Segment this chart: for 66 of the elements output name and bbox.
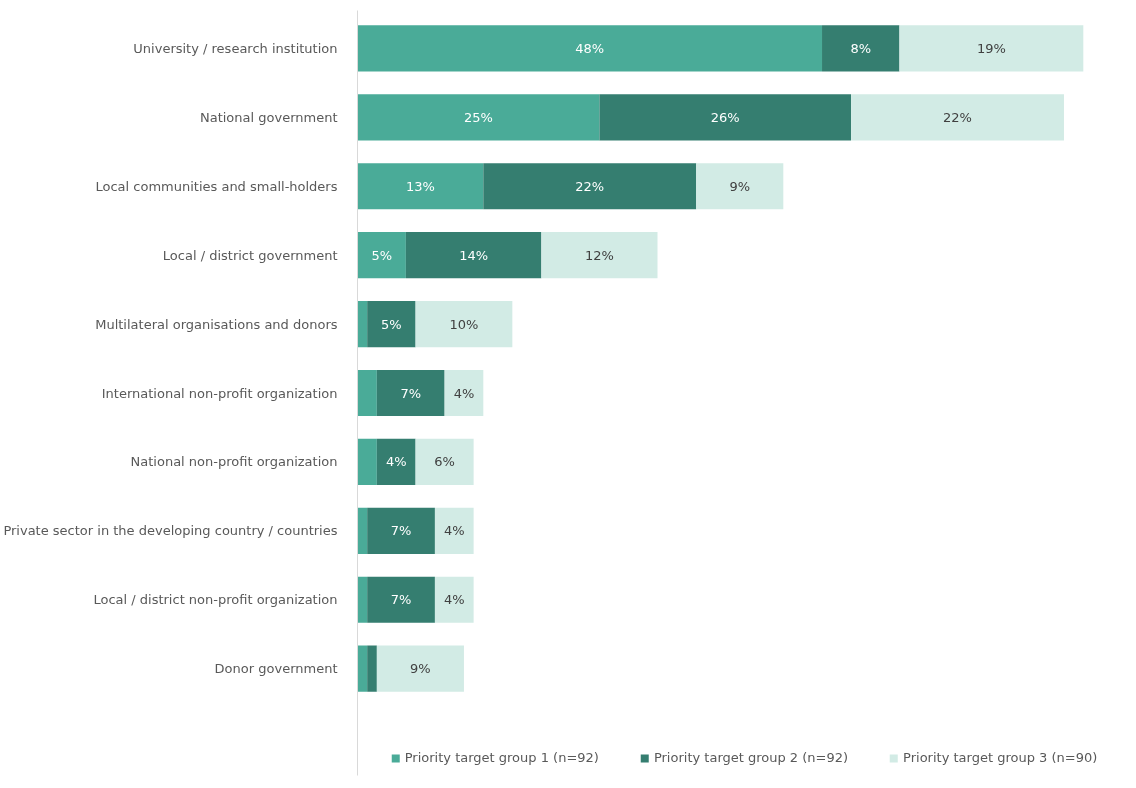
- data-label: 22%: [943, 109, 972, 125]
- data-label: 10%: [449, 316, 479, 332]
- bar: [367, 645, 377, 692]
- data-label: 4%: [443, 523, 465, 539]
- bar: [434, 576, 474, 623]
- bar: [357, 645, 368, 692]
- data-label: 7%: [390, 592, 412, 608]
- data-label: 13%: [405, 178, 435, 194]
- data-label: 22%: [575, 178, 605, 194]
- bar: [367, 507, 435, 554]
- data-label: 4%: [453, 385, 475, 401]
- bar: [357, 576, 368, 623]
- y-tick-label: Local communities and small-holders: [95, 178, 338, 194]
- bar: [434, 507, 474, 554]
- bar: [376, 369, 445, 417]
- legend-label: Priority target group 3 (n=90): [903, 750, 1098, 765]
- y-tick-label: Multilateral organisations and donors: [95, 316, 338, 332]
- bar: [357, 163, 484, 210]
- data-label: 7%: [390, 523, 412, 539]
- bar: [444, 369, 484, 417]
- y-tick-label: Donor government: [214, 661, 338, 677]
- y-tick-label: National non-profit organization: [130, 454, 338, 470]
- data-label: 8%: [850, 40, 872, 56]
- bar: [357, 25, 823, 72]
- y-tick-label: Private sector in the developing country / countries: [3, 523, 338, 539]
- bar: [367, 576, 435, 623]
- data-label: 12%: [584, 247, 614, 263]
- bar: [599, 94, 852, 141]
- bar: [357, 94, 600, 141]
- bar: [376, 645, 464, 692]
- data-label: 5%: [381, 316, 402, 332]
- bar: [376, 438, 416, 486]
- data-label: 6%: [434, 454, 455, 470]
- y-tick-label: Local / district non-profit organization: [93, 592, 338, 608]
- data-label: 4%: [385, 454, 407, 470]
- data-label: 26%: [710, 109, 740, 125]
- legend-label: Priority target group 1 (n=92): [404, 750, 599, 765]
- bar: [357, 232, 406, 279]
- y-tick-label: International non-profit organization: [101, 385, 338, 401]
- bar: [357, 369, 377, 417]
- bar: [483, 163, 697, 210]
- y-tick-label: University / research institution: [133, 40, 338, 56]
- bar: [822, 25, 900, 72]
- data-label: 4%: [443, 592, 465, 608]
- data-label: 9%: [729, 178, 751, 194]
- bar: [696, 163, 784, 210]
- bar: [357, 438, 377, 486]
- data-label: 48%: [575, 40, 605, 56]
- bar: [415, 300, 513, 348]
- data-label: 25%: [464, 109, 493, 125]
- bar: [357, 300, 368, 348]
- data-label: 7%: [400, 385, 422, 401]
- bar: [541, 232, 658, 279]
- bar: [899, 25, 1084, 72]
- bar: [405, 232, 542, 279]
- y-tick-label: Local / district government: [162, 247, 338, 263]
- legend-label: Priority target group 2 (n=92): [653, 750, 849, 765]
- bar: [357, 507, 368, 554]
- y-tick-label: National government: [199, 109, 338, 125]
- data-label: 9%: [410, 661, 431, 677]
- data-label: 5%: [371, 247, 393, 263]
- data-label: 19%: [976, 40, 1006, 56]
- bar: [367, 300, 416, 348]
- bar: [415, 438, 474, 486]
- bar: [851, 94, 1064, 141]
- data-label: 14%: [459, 247, 489, 263]
